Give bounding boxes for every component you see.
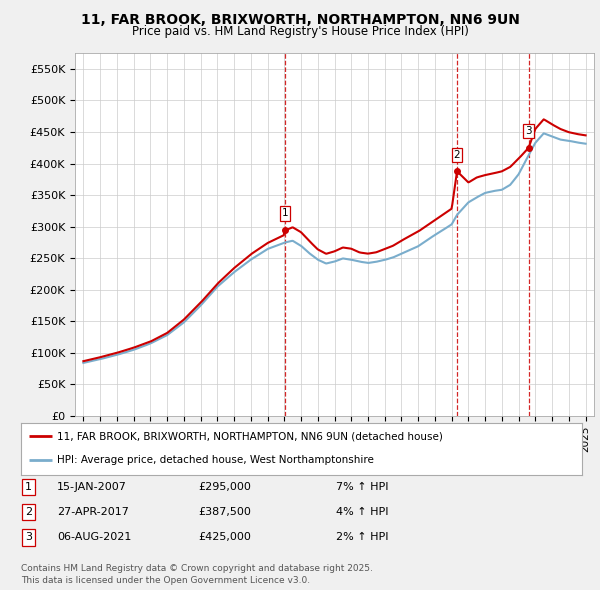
Text: 3: 3 (525, 126, 532, 136)
Text: 06-AUG-2021: 06-AUG-2021 (57, 533, 131, 542)
Text: 27-APR-2017: 27-APR-2017 (57, 507, 129, 517)
Text: 2: 2 (454, 150, 460, 160)
Text: 11, FAR BROOK, BRIXWORTH, NORTHAMPTON, NN6 9UN: 11, FAR BROOK, BRIXWORTH, NORTHAMPTON, N… (80, 13, 520, 27)
Text: Contains HM Land Registry data © Crown copyright and database right 2025.
This d: Contains HM Land Registry data © Crown c… (21, 565, 373, 585)
Text: £295,000: £295,000 (198, 482, 251, 491)
Text: 1: 1 (281, 208, 288, 218)
Text: 2% ↑ HPI: 2% ↑ HPI (336, 533, 389, 542)
Text: 11, FAR BROOK, BRIXWORTH, NORTHAMPTON, NN6 9UN (detached house): 11, FAR BROOK, BRIXWORTH, NORTHAMPTON, N… (58, 431, 443, 441)
Text: HPI: Average price, detached house, West Northamptonshire: HPI: Average price, detached house, West… (58, 455, 374, 466)
Text: Price paid vs. HM Land Registry's House Price Index (HPI): Price paid vs. HM Land Registry's House … (131, 25, 469, 38)
Text: 4% ↑ HPI: 4% ↑ HPI (336, 507, 389, 517)
Text: £425,000: £425,000 (198, 533, 251, 542)
Text: 1: 1 (25, 482, 32, 491)
Text: 2: 2 (25, 507, 32, 517)
Text: 3: 3 (25, 533, 32, 542)
Text: 15-JAN-2007: 15-JAN-2007 (57, 482, 127, 491)
Text: £387,500: £387,500 (198, 507, 251, 517)
Text: 7% ↑ HPI: 7% ↑ HPI (336, 482, 389, 491)
